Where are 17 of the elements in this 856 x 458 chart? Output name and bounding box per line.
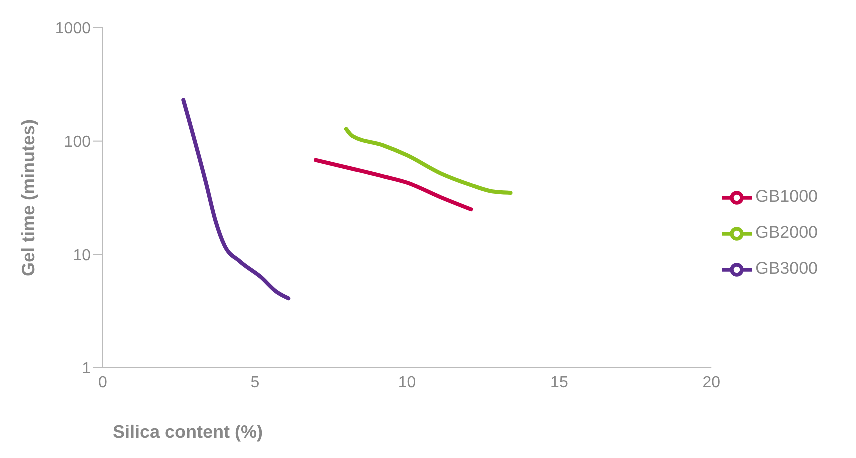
y-tick-label: 100 (64, 134, 92, 152)
line-series (182, 98, 291, 301)
legend-label: GB2000 (756, 223, 818, 242)
x-axis-title: Silica content (%) (113, 422, 264, 442)
y-tick-label: 1 (82, 360, 92, 378)
y-axis-title: Gel time (minutes) (18, 119, 38, 277)
x-tick-label: 10 (398, 374, 416, 392)
line-series (314, 158, 474, 212)
x-tick-label: 5 (250, 374, 260, 392)
x-tick-label: 15 (550, 374, 568, 392)
x-tick-label: 0 (98, 374, 108, 392)
y-tick-label: 1000 (55, 20, 92, 38)
legend-label: GB3000 (756, 259, 818, 278)
y-tick-label: 10 (73, 247, 92, 264)
legend-label: GB1000 (756, 187, 818, 206)
line-series (344, 127, 513, 196)
x-tick-label: 20 (702, 374, 721, 392)
